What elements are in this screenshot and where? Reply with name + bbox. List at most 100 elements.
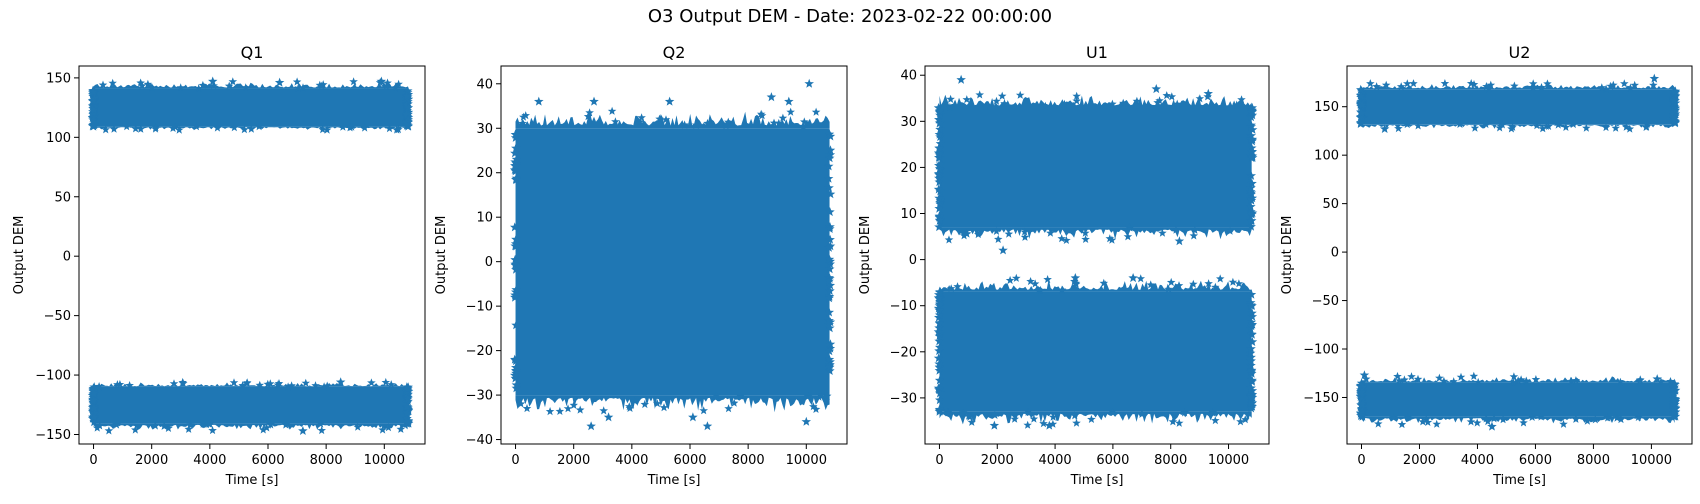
data-point xyxy=(1246,195,1257,205)
data-point xyxy=(1171,225,1181,234)
data-point xyxy=(824,254,835,264)
data-point xyxy=(1167,92,1177,101)
data-point xyxy=(824,242,834,252)
outlier-point xyxy=(603,412,614,422)
data-point xyxy=(402,382,412,392)
data-point xyxy=(1513,376,1523,385)
outlier-point xyxy=(804,78,814,88)
data-point xyxy=(1060,99,1069,108)
data-point xyxy=(240,125,249,134)
data-point xyxy=(1168,417,1178,426)
y-tick-label: −20 xyxy=(890,345,917,360)
data-point xyxy=(1246,289,1257,299)
subplot-u1: 0 2000 4000 6000 8000 10000 −30 −20 −10 0 10 20 30 40… xyxy=(858,43,1270,488)
data-point xyxy=(176,83,185,92)
data-point xyxy=(1439,376,1449,385)
outlier-point xyxy=(664,96,675,106)
data-point xyxy=(1669,389,1679,399)
data-point xyxy=(1189,279,1198,288)
data-point xyxy=(825,224,835,233)
data-point xyxy=(402,408,412,418)
data-point xyxy=(1023,420,1032,429)
data-point xyxy=(934,310,945,320)
data-band-2 xyxy=(1361,382,1675,417)
data-point xyxy=(1247,337,1258,346)
outlier-point xyxy=(589,96,599,106)
data-point xyxy=(518,118,527,127)
figure-title: O3 Output DEM - Date: 2023-02-22 00:00:0… xyxy=(647,6,1053,27)
data-point xyxy=(934,318,945,328)
x-tick-label: 0 xyxy=(935,453,943,468)
data-point xyxy=(1356,84,1366,94)
x-tick-label: 2000 xyxy=(135,453,168,468)
data-point xyxy=(1372,82,1381,91)
data-point xyxy=(1247,146,1257,156)
data-point xyxy=(262,423,271,432)
data-point xyxy=(935,138,946,148)
data-point xyxy=(510,370,520,380)
data-point xyxy=(825,264,835,274)
x-tick-label: 10000 xyxy=(786,453,827,468)
data-point xyxy=(1228,277,1238,286)
data-point xyxy=(1440,79,1450,88)
y-tick-label: 30 xyxy=(476,122,493,137)
x-axis-label: Time [s] xyxy=(1492,473,1546,488)
data-point xyxy=(809,402,818,411)
data-point xyxy=(511,143,521,153)
data-point xyxy=(661,115,671,124)
data-point xyxy=(799,122,808,131)
outlier-point xyxy=(274,77,285,87)
data-point xyxy=(87,121,98,131)
data-point xyxy=(1507,124,1516,133)
data-point xyxy=(934,305,945,315)
data-point xyxy=(1603,413,1612,422)
x-tick-label: 0 xyxy=(1357,453,1365,468)
data-point xyxy=(228,77,238,86)
data-point xyxy=(934,342,945,352)
data-point xyxy=(254,122,264,131)
x-tick-label: 8000 xyxy=(732,453,765,468)
subplot-title: U2 xyxy=(1509,43,1531,62)
y-tick-label: 0 xyxy=(485,255,493,270)
data-point xyxy=(824,307,834,317)
outlier-point xyxy=(1203,88,1213,98)
data-point xyxy=(1413,374,1423,383)
outlier-point xyxy=(586,421,596,431)
data-point xyxy=(1153,98,1162,107)
data-point xyxy=(131,425,140,434)
data-point xyxy=(935,124,945,134)
data-point xyxy=(403,417,413,427)
data-point xyxy=(345,123,355,132)
subplot-title: Q2 xyxy=(663,43,686,62)
data-point xyxy=(1486,80,1496,89)
data-point xyxy=(1366,79,1375,88)
data-point xyxy=(935,118,945,128)
outlier-point xyxy=(335,377,346,387)
x-tick-label: 6000 xyxy=(673,453,706,468)
data-point xyxy=(1247,376,1257,386)
data-point xyxy=(1636,375,1645,384)
data-point xyxy=(1357,382,1368,392)
band-upper-edge xyxy=(1361,376,1675,383)
data-point xyxy=(1087,414,1096,423)
outlier-point xyxy=(766,92,777,102)
data-point xyxy=(1616,415,1626,424)
data-point xyxy=(89,403,99,413)
data-point xyxy=(109,124,119,133)
data-point xyxy=(1469,80,1479,89)
data-point xyxy=(511,368,521,378)
data-point xyxy=(825,153,835,163)
data-point xyxy=(774,118,784,127)
data-point xyxy=(1081,234,1090,243)
data-point xyxy=(822,391,832,400)
data-point xyxy=(1559,419,1568,428)
data-point xyxy=(230,123,239,132)
data-point xyxy=(823,173,834,183)
data-point xyxy=(1466,417,1476,426)
data-point xyxy=(962,95,972,104)
outlier-point xyxy=(702,421,713,431)
data-point xyxy=(635,117,645,126)
data-point xyxy=(1395,376,1404,385)
data-point xyxy=(136,78,145,87)
data-point xyxy=(1236,417,1245,426)
